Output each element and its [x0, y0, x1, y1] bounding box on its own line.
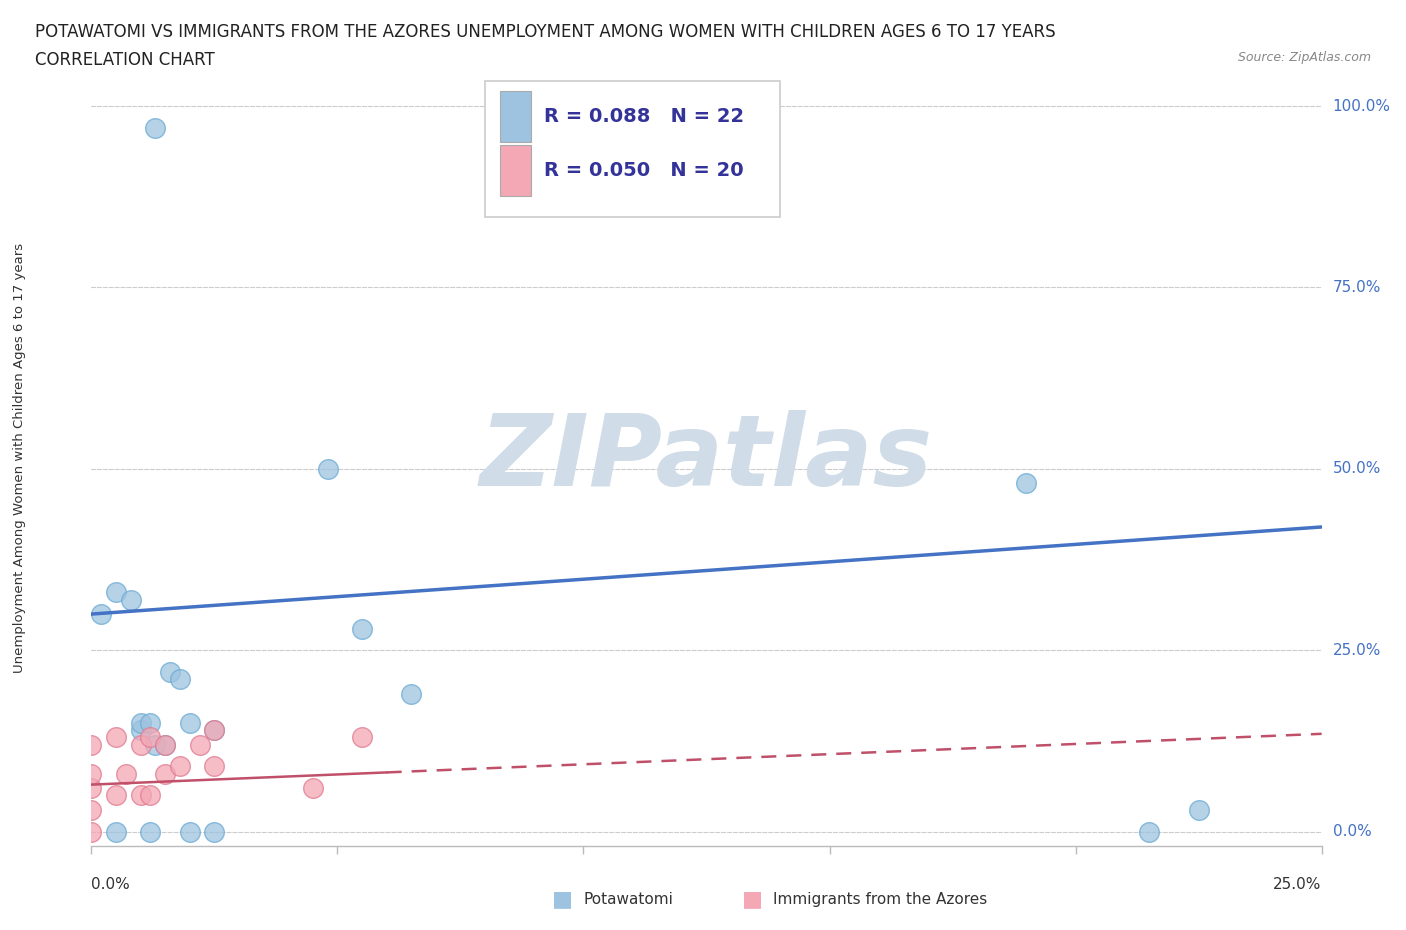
Text: POTAWATOMI VS IMMIGRANTS FROM THE AZORES UNEMPLOYMENT AMONG WOMEN WITH CHILDREN : POTAWATOMI VS IMMIGRANTS FROM THE AZORES…	[35, 23, 1056, 41]
Point	[202, 723, 225, 737]
Point	[202, 723, 225, 737]
Point	[139, 788, 162, 803]
Point	[153, 737, 177, 752]
Point	[352, 621, 374, 636]
Point	[114, 766, 138, 781]
Point	[145, 737, 166, 752]
Text: 50.0%: 50.0%	[1333, 461, 1381, 476]
Point	[1139, 824, 1161, 839]
Text: 75.0%: 75.0%	[1333, 280, 1381, 295]
Point	[80, 803, 103, 817]
Point	[129, 737, 152, 752]
Point	[80, 824, 103, 839]
Text: 25.0%: 25.0%	[1333, 643, 1381, 658]
Point	[169, 759, 191, 774]
Point	[139, 824, 162, 839]
Bar	[501, 145, 530, 196]
Point	[352, 730, 374, 745]
Point	[159, 665, 181, 680]
Point	[129, 715, 152, 730]
Point	[129, 723, 152, 737]
Point	[202, 824, 225, 839]
Point	[105, 788, 127, 803]
Point	[202, 759, 225, 774]
Point	[105, 585, 127, 600]
Point	[105, 824, 127, 839]
Point	[120, 592, 142, 607]
Point	[105, 730, 127, 745]
Text: R = 0.050   N = 20: R = 0.050 N = 20	[544, 161, 744, 180]
Point	[80, 781, 103, 796]
Text: 0.0%: 0.0%	[91, 877, 131, 892]
Point	[1015, 476, 1038, 491]
Text: 25.0%: 25.0%	[1274, 877, 1322, 892]
Point	[301, 781, 323, 796]
Text: Immigrants from the Azores: Immigrants from the Azores	[773, 892, 987, 907]
Point	[80, 766, 103, 781]
Point	[188, 737, 211, 752]
Point	[153, 766, 177, 781]
Point	[179, 824, 201, 839]
Text: Unemployment Among Women with Children Ages 6 to 17 years: Unemployment Among Women with Children A…	[13, 243, 25, 673]
Text: Potawatomi: Potawatomi	[583, 892, 673, 907]
Point	[153, 737, 177, 752]
Text: 0.0%: 0.0%	[1333, 824, 1371, 839]
Point	[80, 737, 103, 752]
Point	[139, 730, 162, 745]
Text: ZIPatlas: ZIPatlas	[479, 409, 934, 507]
FancyBboxPatch shape	[485, 82, 780, 218]
Point	[1187, 803, 1209, 817]
Bar	[501, 91, 530, 141]
Text: ■: ■	[553, 889, 572, 910]
Point	[129, 788, 152, 803]
Text: CORRELATION CHART: CORRELATION CHART	[35, 51, 215, 69]
Point	[90, 606, 112, 621]
Text: Source: ZipAtlas.com: Source: ZipAtlas.com	[1237, 51, 1371, 64]
Point	[316, 461, 339, 476]
Point	[145, 120, 166, 135]
Text: R = 0.088   N = 22: R = 0.088 N = 22	[544, 107, 744, 126]
Point	[179, 715, 201, 730]
Point	[399, 686, 422, 701]
Text: 100.0%: 100.0%	[1333, 99, 1391, 113]
Point	[169, 672, 191, 687]
Text: ■: ■	[742, 889, 762, 910]
Point	[139, 715, 162, 730]
